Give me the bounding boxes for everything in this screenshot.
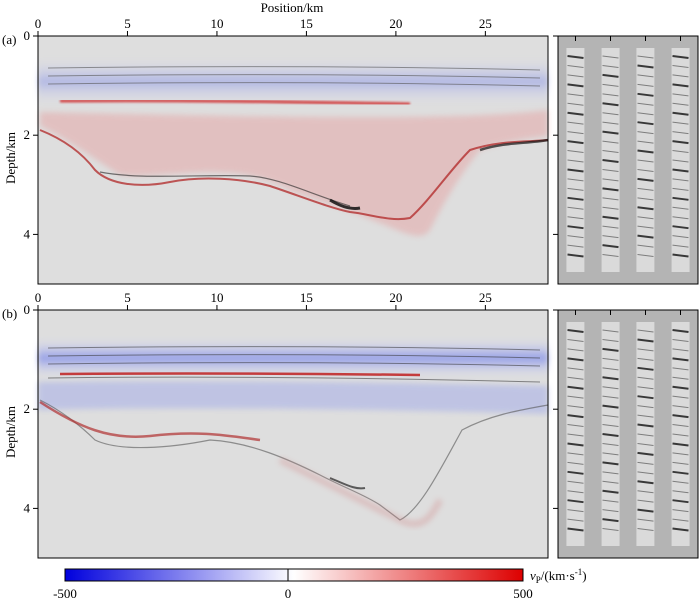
side-panel-trace: [601, 322, 620, 546]
side-panel-trace: [601, 48, 620, 272]
panel-b-x-tick-label: 20: [389, 290, 402, 305]
panel-a-label: (a): [2, 32, 16, 47]
panel-a-x-tick-label: 10: [210, 16, 223, 31]
colorbar-mid-label: 0: [285, 586, 292, 601]
side-panel-trace: [566, 48, 585, 272]
panel-a-frame: [37, 35, 549, 285]
side-panel-trace: [636, 322, 655, 546]
side-panel-trace: [636, 48, 655, 272]
panel-b-side-panel: [557, 309, 699, 559]
panel-b-y-tick-label: 0: [24, 302, 31, 317]
side-panel-trace: [671, 322, 690, 546]
panel-b-y-tick-label: 2: [24, 401, 31, 416]
panel-b-x-tick-label: 5: [124, 290, 131, 305]
panel-a-x-tick-label: 5: [124, 16, 131, 31]
panel-a-x-tick-label: 15: [300, 16, 313, 31]
side-panel-trace: [671, 48, 690, 272]
panel-a-x-tick-label: 20: [389, 16, 402, 31]
side-panel-trace: [566, 322, 585, 546]
panel-a-x-tick-label: 25: [479, 16, 492, 31]
panel-a-y-tick-label: 4: [24, 226, 31, 241]
panel-b-x-tick-label: 0: [35, 290, 42, 305]
panel-b-axes: 0 5 10 15 20 25 0 2 4: [24, 290, 558, 515]
panel-a: (a) Position/km Depth/km 0 5 10 15 20 25 0 2 4: [2, 0, 699, 285]
panel-b-y-tick-label: 4: [24, 500, 31, 515]
panel-a-y-tick-label: 2: [24, 127, 31, 142]
panel-a-side-panel: [557, 35, 699, 285]
panel-b-label: (b): [2, 306, 17, 321]
panel-a-y-tick-label: 0: [24, 28, 31, 43]
colorbar-unit-label: vP/(km·s-1): [530, 567, 587, 585]
panel-a-image: [38, 36, 549, 284]
panel-a-x-tick-label: 0: [35, 16, 42, 31]
panel-a-y-label: Depth/km: [3, 132, 18, 184]
panel-b-x-tick-label: 10: [210, 290, 223, 305]
colorbar: -500 0 500 vP/(km·s-1): [53, 567, 587, 601]
panel-b-image: [38, 310, 549, 558]
panel-a-axes: 0 5 10 15 20 25 0 2 4: [24, 16, 558, 241]
panel-b-y-label: Depth/km: [3, 406, 18, 458]
panel-b-x-tick-label: 15: [300, 290, 313, 305]
colorbar-gradient: [64, 568, 524, 582]
panel-b-frame: [37, 309, 549, 559]
colorbar-min-label: -500: [53, 586, 77, 601]
colorbar-max-label: 500: [513, 586, 533, 601]
panel-b-x-tick-label: 25: [479, 290, 492, 305]
panel-b: (b) Depth/km 0 5 10 15 20 25 0 2 4: [2, 290, 699, 559]
panel-a-x-title: Position/km: [261, 0, 324, 15]
